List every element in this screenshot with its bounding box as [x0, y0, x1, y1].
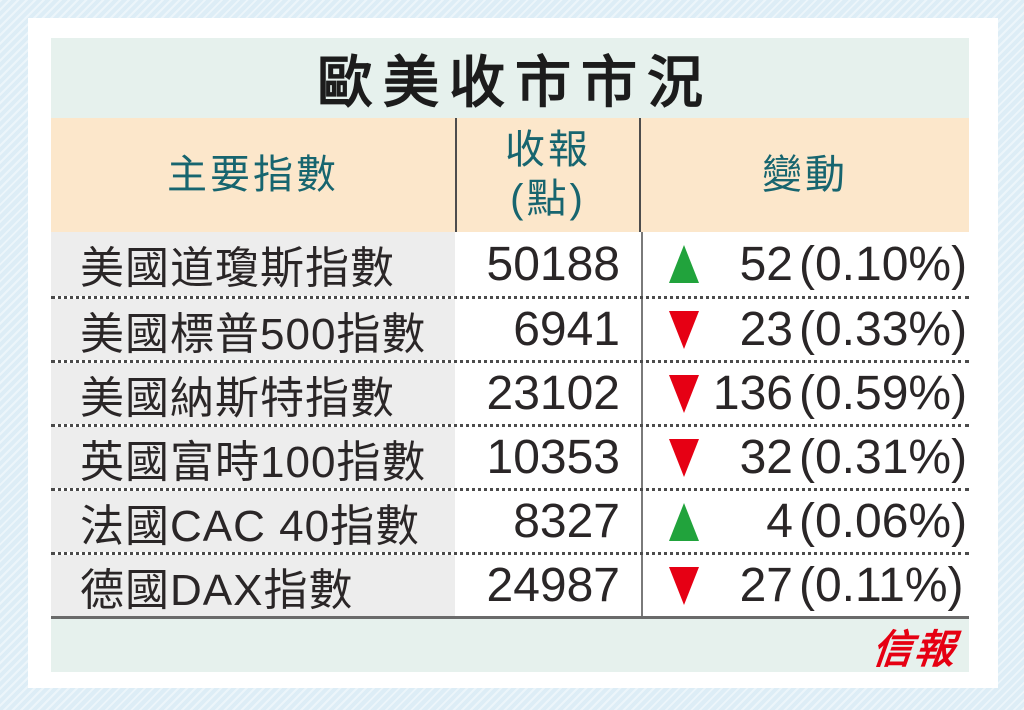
change-value: 23 — [739, 303, 793, 356]
table-row: 法國CAC 40指數 8327 4 (0.06%) — [51, 488, 969, 552]
change-cell: 4 (0.06%) — [641, 491, 969, 552]
hkej-logo: 信報 — [870, 625, 960, 673]
change-percent: (0.06%) — [799, 495, 968, 548]
header-index-label: 主要指數 — [167, 152, 339, 197]
down-arrow-icon — [669, 310, 699, 349]
table-rows: 美國道瓊斯指數 50188 52 (0.10%) 美國標普500指數 6941 … — [51, 232, 969, 616]
change-value: 136 — [712, 367, 793, 420]
header-close-label-line2: (點) — [510, 177, 586, 221]
change-cell: 52 (0.10%) — [641, 232, 969, 296]
index-name-cell: 法國CAC 40指數 — [51, 491, 455, 552]
up-arrow-icon — [669, 502, 699, 541]
index-name-cell: 美國納斯特指數 — [51, 363, 455, 424]
change-value: 52 — [739, 237, 793, 291]
header-close-label-line1: 收報 — [505, 128, 591, 173]
change-value: 4 — [766, 495, 793, 548]
index-name-cell: 美國標普500指數 — [51, 299, 455, 360]
index-name-cell: 英國富時100指數 — [51, 427, 455, 488]
header-cell-change: 變動 — [641, 118, 969, 232]
close-value-cell: 24987 — [486, 559, 620, 612]
index-name-cell: 德國DAX指數 — [51, 555, 455, 616]
table-row: 美國納斯特指數 23102 136 (0.59%) — [51, 360, 969, 424]
change-percent: (0.10%) — [799, 237, 968, 291]
change-percent: (0.33%) — [799, 303, 968, 356]
change-cell: 136 (0.59%) — [641, 363, 969, 424]
close-value-cell: 8327 — [513, 495, 620, 548]
down-arrow-icon — [669, 374, 699, 413]
close-value-cell: 10353 — [486, 431, 620, 484]
infographic-card: 歐美收市市況 主要指數 收報 (點) 變動 美國道瓊斯指數 50188 52 (… — [28, 18, 998, 688]
header-cell-close: 收報 (點) — [455, 118, 641, 232]
footer-band: 信報 — [51, 616, 969, 673]
change-cell: 27 (0.11%) — [641, 555, 969, 616]
index-name-cell: 美國道瓊斯指數 — [51, 232, 455, 296]
up-arrow-icon — [669, 245, 699, 283]
change-cell: 32 (0.31%) — [641, 427, 969, 488]
change-cell: 23 (0.33%) — [641, 299, 969, 360]
close-value-cell: 23102 — [486, 367, 620, 420]
table-header-row: 主要指數 收報 (點) 變動 — [51, 118, 969, 232]
table-row: 美國道瓊斯指數 50188 52 (0.10%) — [51, 232, 969, 296]
down-arrow-icon — [669, 566, 699, 605]
change-value: 27 — [739, 559, 793, 612]
change-percent: (0.31%) — [799, 431, 968, 484]
table-row: 德國DAX指數 24987 27 (0.11%) — [51, 552, 969, 616]
market-close-table: 歐美收市市況 主要指數 收報 (點) 變動 美國道瓊斯指數 50188 52 (… — [51, 38, 969, 673]
change-percent: (0.11%) — [799, 559, 964, 612]
down-arrow-icon — [669, 438, 699, 477]
title-band: 歐美收市市況 — [51, 38, 969, 118]
table-row: 英國富時100指數 10353 32 (0.31%) — [51, 424, 969, 488]
table-title: 歐美收市市況 — [317, 50, 713, 114]
change-percent: (0.59%) — [799, 367, 968, 420]
table-row: 美國標普500指數 6941 23 (0.33%) — [51, 296, 969, 360]
close-value-cell: 50188 — [486, 237, 620, 291]
close-value-cell: 6941 — [513, 303, 620, 356]
change-value: 32 — [739, 431, 793, 484]
header-change-label: 變動 — [762, 152, 848, 197]
header-cell-index: 主要指數 — [51, 118, 455, 232]
